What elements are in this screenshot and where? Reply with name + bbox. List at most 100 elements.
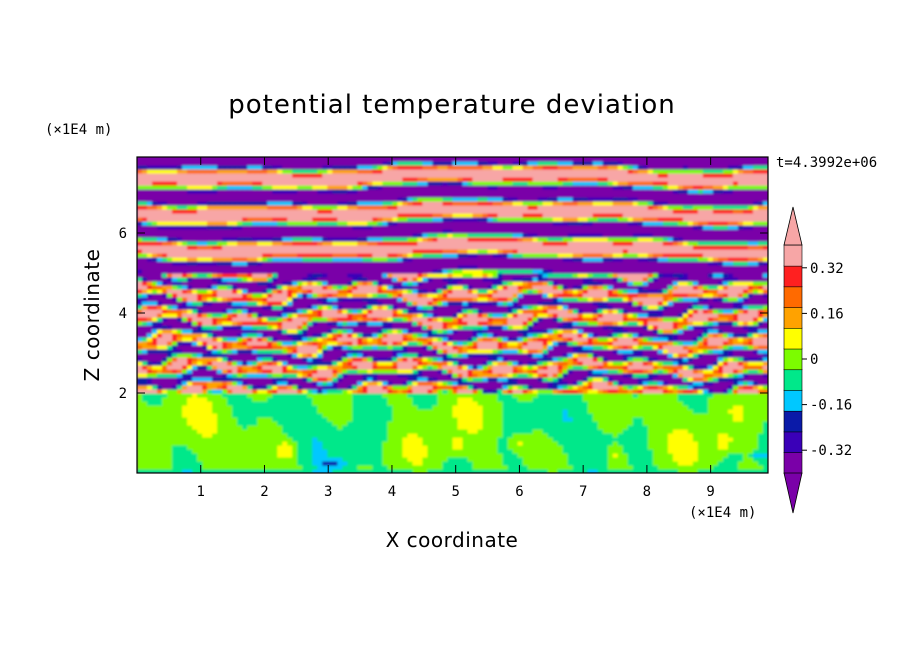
field-cell xyxy=(377,373,383,378)
field-cell xyxy=(237,249,243,254)
field-cell xyxy=(152,349,158,354)
field-cell xyxy=(422,301,429,306)
field-cell xyxy=(297,245,303,250)
field-cell xyxy=(297,317,303,322)
field-cell xyxy=(367,157,373,162)
field-cell xyxy=(357,225,363,230)
field-cell xyxy=(277,249,283,254)
field-cell xyxy=(197,321,203,326)
field-cell xyxy=(312,257,318,262)
field-cell xyxy=(167,349,173,354)
field-cell xyxy=(387,321,394,326)
field-cell xyxy=(197,425,203,430)
field-cell xyxy=(242,253,248,258)
field-cell xyxy=(302,401,308,406)
field-cell xyxy=(157,301,163,306)
field-cell xyxy=(322,357,328,362)
field-cell xyxy=(322,269,328,274)
field-cell xyxy=(182,457,188,462)
field-cell xyxy=(207,301,213,306)
field-cell xyxy=(242,389,248,394)
field-cell xyxy=(447,453,454,458)
field-cell xyxy=(247,205,253,210)
field-cell xyxy=(317,385,323,390)
field-cell xyxy=(137,437,143,442)
field-cell xyxy=(282,429,288,434)
field-cell xyxy=(292,389,298,394)
field-cell xyxy=(372,229,378,234)
field-cell xyxy=(227,261,233,266)
field-cell xyxy=(362,185,368,190)
field-cell xyxy=(172,285,178,290)
field-cell xyxy=(427,461,434,466)
field-cell xyxy=(182,245,188,250)
field-cell xyxy=(282,313,288,318)
field-cell xyxy=(307,437,313,442)
field-cell xyxy=(402,385,409,390)
field-cell xyxy=(312,457,318,462)
field-cell xyxy=(382,177,388,182)
field-cell xyxy=(347,353,353,358)
field-cell xyxy=(387,289,394,294)
field-cell xyxy=(437,413,444,418)
field-cell xyxy=(222,245,228,250)
field-cell xyxy=(347,281,353,286)
field-cell xyxy=(337,309,343,314)
field-cell xyxy=(392,253,399,258)
field-cell xyxy=(242,277,248,282)
field-cell xyxy=(432,389,439,394)
field-cell xyxy=(402,393,409,398)
field-cell xyxy=(282,165,288,170)
field-cell xyxy=(327,325,333,330)
field-cell xyxy=(212,341,218,346)
field-cell xyxy=(422,313,429,318)
field-cell xyxy=(262,357,268,362)
field-cell xyxy=(442,341,449,346)
field-cell xyxy=(247,437,253,442)
field-cell xyxy=(162,245,168,250)
field-cell xyxy=(232,225,238,230)
field-cell xyxy=(227,349,233,354)
field-cell xyxy=(272,165,278,170)
field-cell xyxy=(242,369,248,374)
field-cell xyxy=(197,177,203,182)
field-cell xyxy=(287,189,293,194)
field-cell xyxy=(272,265,278,270)
field-cell xyxy=(257,257,263,262)
field-cell xyxy=(327,257,333,262)
field-cell xyxy=(347,249,353,254)
field-cell xyxy=(287,185,293,190)
field-cell xyxy=(287,441,293,446)
field-cell xyxy=(237,377,243,382)
field-cell xyxy=(417,317,424,322)
field-cell xyxy=(422,437,429,442)
field-cell xyxy=(167,217,173,222)
field-cell xyxy=(232,325,238,330)
field-cell xyxy=(357,237,363,242)
field-cell xyxy=(142,373,148,378)
field-cell xyxy=(162,173,168,178)
field-cell xyxy=(177,281,183,286)
field-cell xyxy=(417,165,424,170)
field-cell xyxy=(282,353,288,358)
field-cell xyxy=(317,305,323,310)
field-cell xyxy=(237,357,243,362)
field-cell xyxy=(297,377,303,382)
field-cell xyxy=(257,353,263,358)
field-cell xyxy=(342,361,348,366)
field-cell xyxy=(232,169,238,174)
field-cell xyxy=(432,185,439,190)
field-cell xyxy=(257,377,263,382)
field-cell xyxy=(247,373,253,378)
field-cell xyxy=(397,305,404,310)
field-cell xyxy=(197,441,203,446)
field-cell xyxy=(377,317,383,322)
field-cell xyxy=(282,325,288,330)
field-cell xyxy=(282,181,288,186)
field-cell xyxy=(307,373,313,378)
field-cell xyxy=(147,381,153,386)
field-cell xyxy=(402,409,409,414)
field-cell xyxy=(242,413,248,418)
field-cell xyxy=(352,381,358,386)
field-cell xyxy=(437,161,444,166)
